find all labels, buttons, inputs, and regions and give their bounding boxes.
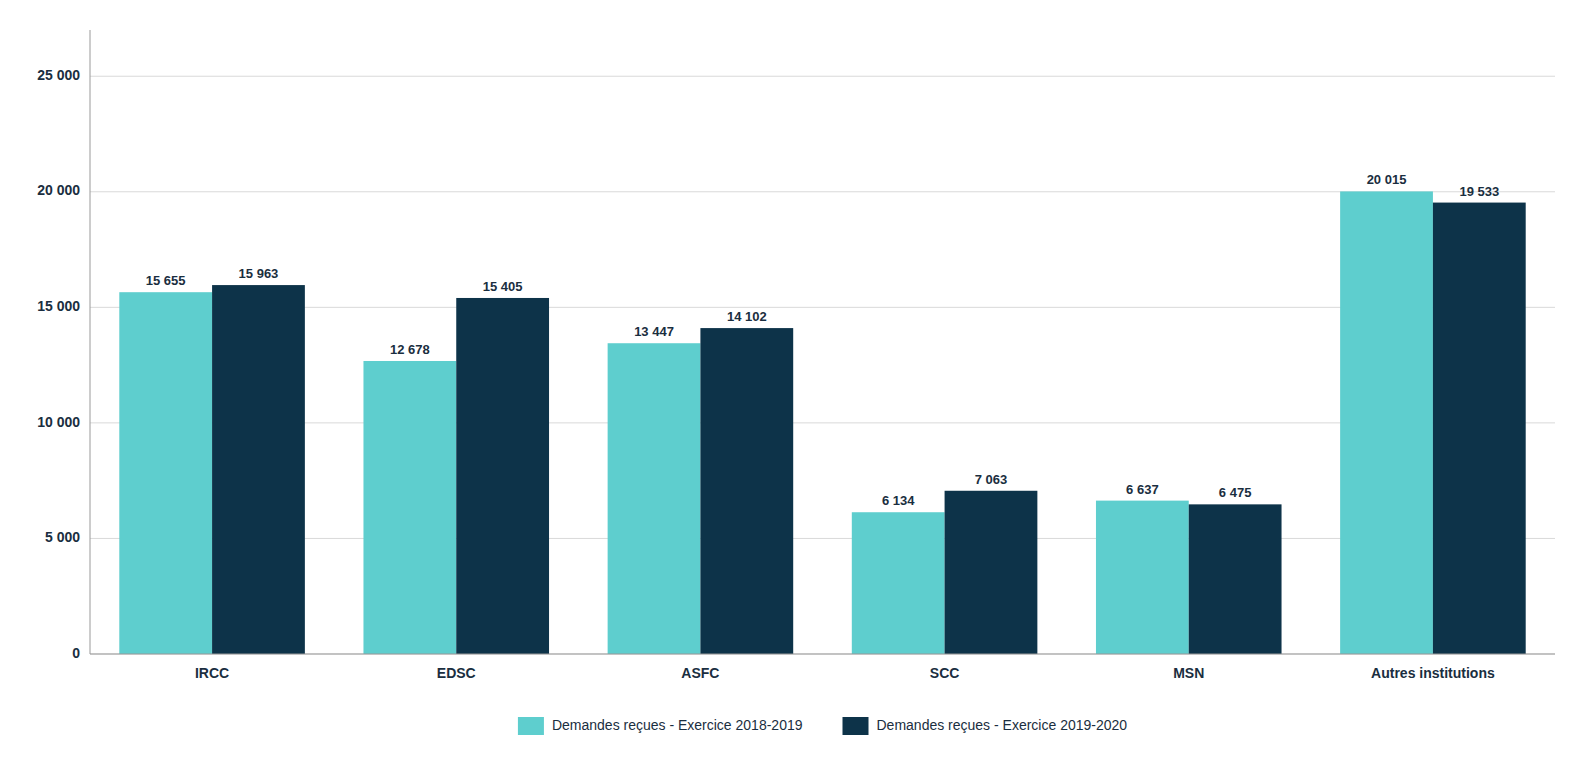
grid-line bbox=[90, 191, 1555, 192]
data-label: 15 655 bbox=[146, 273, 186, 288]
bar bbox=[119, 292, 212, 654]
bar bbox=[700, 328, 793, 654]
x-tick-label: EDSC bbox=[437, 665, 476, 681]
legend-label: Demandes reçues - Exercice 2019-2020 bbox=[877, 717, 1128, 733]
y-tick-label: 25 000 bbox=[37, 67, 80, 83]
x-tick-label: IRCC bbox=[195, 665, 229, 681]
x-tick-label: ASFC bbox=[681, 665, 719, 681]
x-axis-line bbox=[90, 654, 1555, 655]
x-axis-labels: IRCC EDSC ASFC SCC MSN Autres institutions bbox=[195, 665, 1495, 681]
grid-line bbox=[90, 538, 1555, 539]
x-tick-label: MSN bbox=[1173, 665, 1204, 681]
y-tick-label: 0 bbox=[72, 645, 80, 661]
y-axis-line bbox=[90, 30, 91, 654]
y-tick-label: 20 000 bbox=[37, 182, 80, 198]
legend-label: Demandes reçues - Exercice 2018-2019 bbox=[552, 717, 803, 733]
data-label: 19 533 bbox=[1459, 184, 1499, 199]
bar bbox=[608, 343, 701, 654]
x-tick-label: SCC bbox=[930, 665, 960, 681]
data-label: 6 475 bbox=[1219, 485, 1252, 500]
legend-swatch bbox=[843, 717, 869, 735]
bar bbox=[212, 285, 305, 654]
bars bbox=[119, 191, 1525, 654]
bar bbox=[1433, 203, 1526, 654]
bar bbox=[456, 298, 549, 654]
grid bbox=[90, 76, 1555, 654]
bar bbox=[852, 512, 945, 654]
legend-swatch bbox=[518, 717, 544, 735]
data-label: 6 134 bbox=[882, 493, 915, 508]
grid-line bbox=[90, 76, 1555, 77]
x-tick-label: Autres institutions bbox=[1371, 665, 1495, 681]
data-label: 13 447 bbox=[634, 324, 674, 339]
bar bbox=[363, 361, 456, 654]
bar bbox=[1096, 501, 1189, 654]
grid-line bbox=[90, 307, 1555, 308]
data-label: 12 678 bbox=[390, 342, 430, 357]
bar bbox=[1340, 191, 1433, 654]
legend: Demandes reçues - Exercice 2018-2019 Dema… bbox=[518, 717, 1127, 735]
data-label: 6 637 bbox=[1126, 482, 1159, 497]
bar bbox=[1189, 504, 1282, 654]
data-label: 15 963 bbox=[239, 266, 279, 281]
grid-line bbox=[90, 654, 1555, 655]
grid-line bbox=[90, 422, 1555, 423]
data-label: 7 063 bbox=[975, 472, 1008, 487]
y-axis-labels: 0 5 000 10 000 15 000 20 000 25 000 bbox=[37, 67, 80, 661]
data-labels: 15 655 12 678 13 447 6 134 6 637 20 015 15 963… bbox=[146, 172, 1499, 508]
bar bbox=[945, 491, 1038, 654]
y-tick-label: 10 000 bbox=[37, 414, 80, 430]
y-tick-label: 5 000 bbox=[45, 529, 80, 545]
y-tick-label: 15 000 bbox=[37, 298, 80, 314]
data-label: 14 102 bbox=[727, 309, 767, 324]
data-label: 15 405 bbox=[483, 279, 523, 294]
data-label: 20 015 bbox=[1367, 172, 1407, 187]
chart: 0 5 000 10 000 15 000 20 000 25 000 15 655 12 6… bbox=[0, 0, 1585, 774]
